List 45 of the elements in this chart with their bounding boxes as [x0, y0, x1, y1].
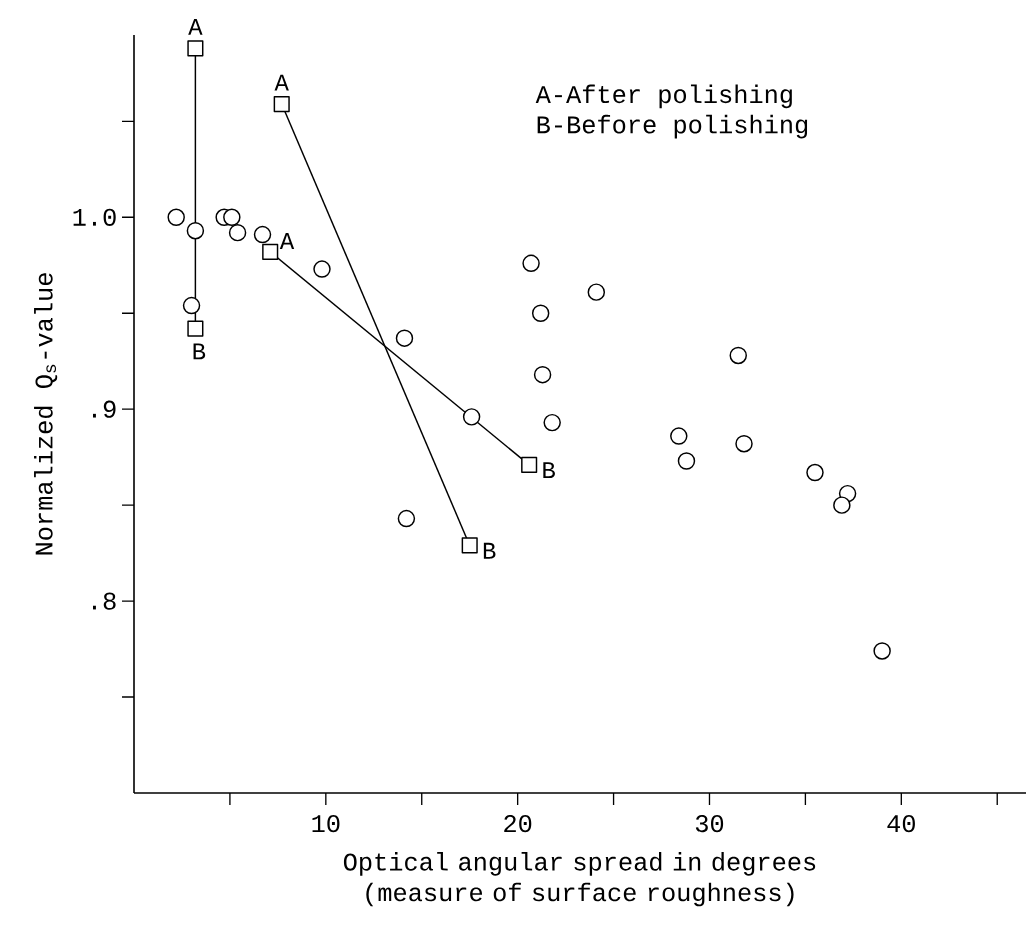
point [187, 40, 204, 57]
point [253, 225, 272, 244]
point [313, 260, 331, 278]
annotation: A [279, 233, 295, 249]
annotation: B [543, 462, 555, 479]
point [228, 223, 247, 242]
point [395, 329, 414, 347]
point [533, 365, 552, 384]
point [531, 304, 550, 322]
x-tick-label: 20 [504, 815, 532, 833]
annotation: A [188, 19, 203, 35]
y-tick-label: .9 [93, 400, 116, 418]
annotation: A-After polishing [535, 84, 792, 109]
point [397, 509, 416, 528]
point [806, 463, 824, 482]
point [587, 283, 606, 301]
x-axis-title: Optical angular spread in degrees (measure of surface roughness) [343, 852, 816, 907]
y-tick-label: .8 [93, 592, 116, 610]
point [670, 427, 688, 445]
x-tick-label: 10 [312, 815, 340, 833]
point [262, 243, 279, 260]
point [543, 413, 561, 432]
annotation: A [274, 74, 289, 91]
point [833, 496, 851, 514]
point [187, 320, 204, 337]
point [273, 96, 290, 113]
point [521, 456, 538, 473]
x-tick-label: 40 [887, 815, 915, 833]
point [167, 208, 185, 227]
point [462, 408, 481, 426]
point [729, 346, 747, 365]
y-axis-title: Normalized Q$_{s}$-value [34, 273, 58, 555]
point [461, 537, 478, 554]
annotation: B [483, 542, 496, 559]
point [677, 452, 696, 470]
point [522, 254, 540, 273]
point [186, 221, 205, 240]
point [223, 208, 241, 227]
annotation: B [193, 343, 206, 360]
x-tick-label: 30 [695, 815, 724, 833]
point [873, 642, 891, 660]
point [735, 434, 753, 453]
point [182, 296, 201, 315]
annotation: B-Before polishing [537, 114, 808, 139]
y-tick-label: 1.0 [73, 208, 116, 226]
